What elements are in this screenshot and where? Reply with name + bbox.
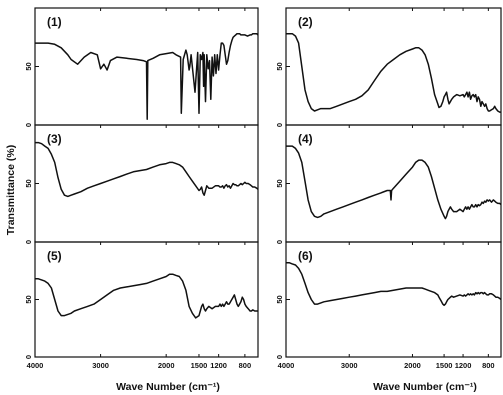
y-tick-label-0: 0 bbox=[275, 355, 284, 359]
y-axis-title: Transmittance (%) bbox=[5, 145, 17, 235]
x-axis-title-right: Wave Number (cm⁻¹) bbox=[373, 381, 477, 393]
y-tick-label-50: 50 bbox=[24, 62, 33, 70]
spectrum-line-4 bbox=[286, 145, 502, 220]
x-tick-label: 4000 bbox=[278, 361, 295, 370]
panel-label-5: (5) bbox=[47, 249, 62, 263]
x-tick-label: 1500 bbox=[436, 361, 453, 370]
panel-label-1: (1) bbox=[47, 15, 62, 29]
panel-label-4: (4) bbox=[298, 132, 313, 146]
spectra-panels: (1) (2) (3) (4) (5) (6) bbox=[34, 7, 502, 358]
spectrum-panel-2: (2) bbox=[285, 7, 502, 126]
panel-frame bbox=[34, 241, 259, 358]
x-tick-label: 1200 bbox=[210, 361, 227, 370]
x-tick-label: 3000 bbox=[341, 361, 358, 370]
panel-label-3: (3) bbox=[47, 132, 62, 146]
y-tick-label-0: 0 bbox=[24, 355, 33, 359]
x-tick-label: 800 bbox=[482, 361, 495, 370]
y-tick-label-50: 50 bbox=[275, 295, 284, 303]
x-tick-label: 2000 bbox=[404, 361, 421, 370]
y-tick-label-50: 50 bbox=[24, 295, 33, 303]
spectrum-panel-3: (3) bbox=[34, 124, 259, 243]
panel-frame bbox=[285, 7, 502, 126]
y-tick-label-0: 0 bbox=[275, 240, 284, 244]
panel-label-6: (6) bbox=[298, 249, 313, 263]
spectrum-line-6 bbox=[286, 261, 502, 307]
x-tick-label: 1500 bbox=[191, 361, 208, 370]
panel-frame bbox=[285, 124, 502, 243]
x-tick-label: 2000 bbox=[158, 361, 175, 370]
spectrum-panel-5: (5) bbox=[34, 241, 259, 358]
spectrum-line-1 bbox=[35, 32, 259, 120]
x-tick-label: 1200 bbox=[455, 361, 472, 370]
y-tick-label-0: 0 bbox=[24, 240, 33, 244]
spectrum-line-3 bbox=[35, 141, 259, 198]
y-tick-label-0: 0 bbox=[275, 123, 284, 127]
x-tick-label: 800 bbox=[239, 361, 252, 370]
spectrum-line-2 bbox=[286, 32, 501, 113]
spectrum-panel-4: (4) bbox=[285, 124, 502, 243]
x-tick-label: 3000 bbox=[92, 361, 109, 370]
panel-frame bbox=[34, 124, 259, 243]
y-tick-label-0: 0 bbox=[24, 123, 33, 127]
spectrum-panel-6: (6) bbox=[285, 241, 502, 358]
panel-frame bbox=[285, 241, 502, 358]
x-axis-title-left: Wave Number (cm⁻¹) bbox=[116, 381, 220, 393]
y-tick-label-50: 50 bbox=[24, 179, 33, 187]
spectrum-panel-1: (1) bbox=[34, 7, 259, 126]
spectrum-line-5 bbox=[35, 273, 258, 319]
y-tick-label-50: 50 bbox=[275, 62, 284, 70]
panel-label-2: (2) bbox=[298, 15, 313, 29]
y-tick-label-50: 50 bbox=[275, 179, 284, 187]
x-tick-label: 4000 bbox=[27, 361, 44, 370]
